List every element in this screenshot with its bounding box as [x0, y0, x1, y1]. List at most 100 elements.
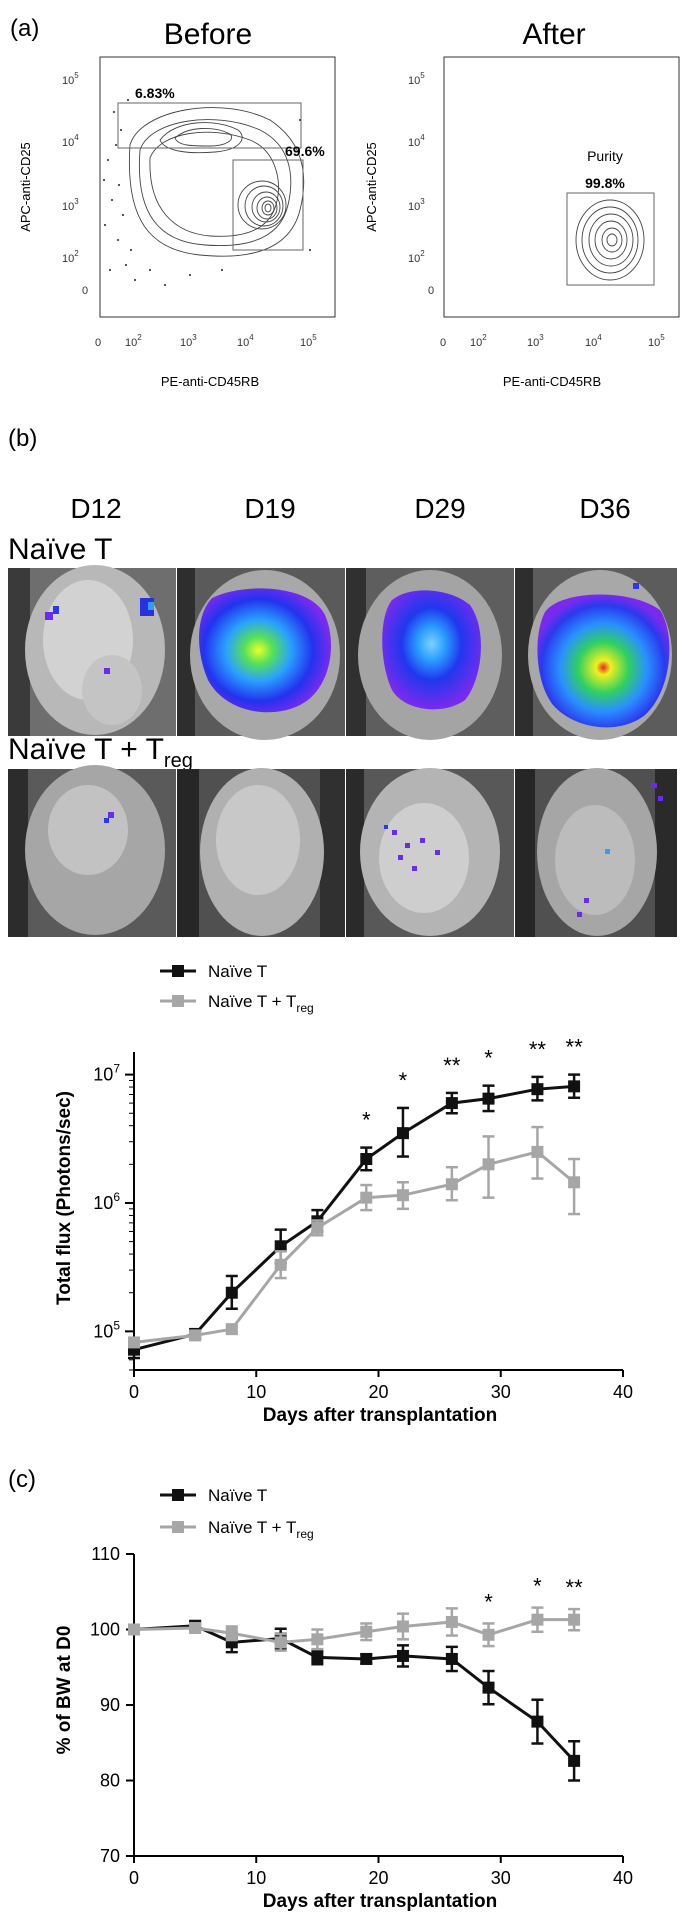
data-point: [531, 1613, 544, 1626]
significance-mark: *: [399, 1068, 408, 1093]
bw-legend-label-1: Naïve T + Treg: [208, 1518, 314, 1541]
svg-text:102: 102: [62, 249, 79, 265]
svg-text:103: 103: [180, 333, 197, 349]
flow-after-ylabel: APC-anti-CD25: [364, 142, 379, 232]
image-treg-d12: [8, 765, 176, 937]
flow-after-gate: [566, 192, 655, 286]
flow-after-xlabel: PE-anti-CD45RB: [503, 374, 601, 389]
x-tick-label: 10: [246, 1382, 266, 1402]
panel-a-label: (a): [10, 15, 39, 42]
x-tick-label: 10: [246, 1868, 266, 1888]
x-tick-label: 0: [129, 1382, 139, 1402]
data-point: [360, 1191, 373, 1204]
significance-mark: *: [484, 1589, 493, 1614]
data-point: [128, 1623, 140, 1636]
svg-text:103: 103: [527, 333, 544, 349]
series-0: [128, 1073, 581, 1360]
significance-mark: **: [529, 1037, 547, 1062]
image-treg-d36: [515, 768, 677, 937]
significance-mark: *: [533, 1574, 542, 1599]
series-0: [128, 1619, 581, 1782]
series-line: [133, 1624, 576, 1762]
bw-ylabel: % of BW at D0: [54, 1626, 75, 1755]
flow-before-title: Before: [164, 18, 252, 51]
svg-text:0: 0: [428, 285, 434, 297]
flow-before-dots: [103, 99, 311, 286]
flux-legend-label-0: Naïve T: [208, 962, 267, 981]
image-naive-d12: [8, 565, 176, 736]
day-label-2: D29: [414, 493, 465, 524]
svg-text:102: 102: [470, 333, 487, 349]
data-point: [445, 1097, 458, 1110]
data-point: [445, 1178, 458, 1191]
x-tick-label: 20: [368, 1382, 388, 1402]
y-tick-label: 106: [93, 1190, 120, 1213]
flux-legend-label-1: Naïve T + Treg: [208, 992, 314, 1015]
significance-mark: **: [566, 1035, 584, 1060]
svg-text:0: 0: [82, 285, 88, 297]
panel-b-label: (b): [8, 425, 37, 452]
data-point: [311, 1651, 324, 1664]
data-point: [482, 1158, 495, 1171]
flow-before-xlabel: PE-anti-CD45RB: [161, 374, 259, 389]
series-1: [128, 1125, 581, 1349]
x-tick-label: 40: [613, 1868, 633, 1888]
flux-legend: Naïve T Naïve T + Treg: [160, 962, 314, 1015]
svg-text:103: 103: [62, 197, 79, 213]
data-point: [531, 1083, 544, 1096]
svg-text:104: 104: [585, 333, 602, 349]
flow-after-gate-value: 99.8%: [585, 175, 625, 191]
y-tick-label: 100: [90, 1620, 120, 1640]
y-tick-label: 80: [100, 1771, 120, 1791]
flux-ylabel: Total flux (Photons/sec): [54, 1091, 75, 1305]
image-treg-d19: [177, 768, 345, 937]
x-tick-label: 40: [613, 1382, 633, 1402]
data-point: [396, 1649, 409, 1662]
x-tick-label: 30: [491, 1382, 511, 1402]
image-row-naive-treg: [8, 765, 677, 937]
data-point: [225, 1323, 238, 1336]
day-label-1: D19: [244, 493, 295, 524]
data-point: [396, 1189, 409, 1202]
bw-xlabel: Days after transplantation: [263, 1891, 497, 1912]
data-point: [568, 1176, 581, 1189]
svg-text:105: 105: [648, 333, 665, 349]
data-point: [225, 1286, 238, 1299]
day-label-3: D36: [579, 493, 630, 524]
bodyweight-chart: Naïve T Naïve T + Treg % of BW at D0 Day…: [54, 1486, 633, 1912]
data-point: [568, 1754, 581, 1767]
significance-mark: **: [566, 1575, 584, 1600]
y-tick-label: 105: [93, 1318, 120, 1341]
svg-text:103: 103: [408, 197, 425, 213]
data-point: [568, 1613, 581, 1626]
flow-after-yticks: 105 104 103 102 0: [408, 71, 434, 297]
y-tick-label: 90: [100, 1695, 120, 1715]
svg-text:105: 105: [62, 71, 79, 87]
flow-after-gate-title: Purity: [587, 148, 623, 164]
x-tick-label: 20: [368, 1868, 388, 1888]
data-point: [396, 1620, 409, 1633]
data-point: [445, 1615, 458, 1628]
data-point: [360, 1652, 373, 1665]
flow-after-frame: [443, 56, 680, 318]
flow-before-xticks: 0 102 103 104 105: [95, 333, 317, 349]
svg-text:0: 0: [440, 337, 446, 349]
flow-before-gate-naive-label: 69.6%: [285, 143, 325, 159]
data-point: [311, 1221, 324, 1234]
data-point: [482, 1628, 495, 1641]
svg-text:105: 105: [408, 71, 425, 87]
y-tick-label: 107: [93, 1062, 120, 1085]
flow-before-gate-treg: [117, 102, 302, 149]
svg-text:102: 102: [125, 333, 142, 349]
data-point: [274, 1258, 287, 1271]
bw-legend-label-0: Naïve T: [208, 1486, 267, 1505]
y-tick-label: 70: [100, 1846, 120, 1866]
flow-before-gate-naive: [232, 159, 304, 251]
significance-mark: *: [362, 1108, 371, 1133]
svg-text:0: 0: [95, 337, 101, 349]
svg-text:105: 105: [300, 333, 317, 349]
image-row-naive: [8, 565, 677, 740]
significance-mark: *: [484, 1046, 493, 1071]
flow-after-xticks: 0 102 103 104 105: [440, 333, 665, 349]
